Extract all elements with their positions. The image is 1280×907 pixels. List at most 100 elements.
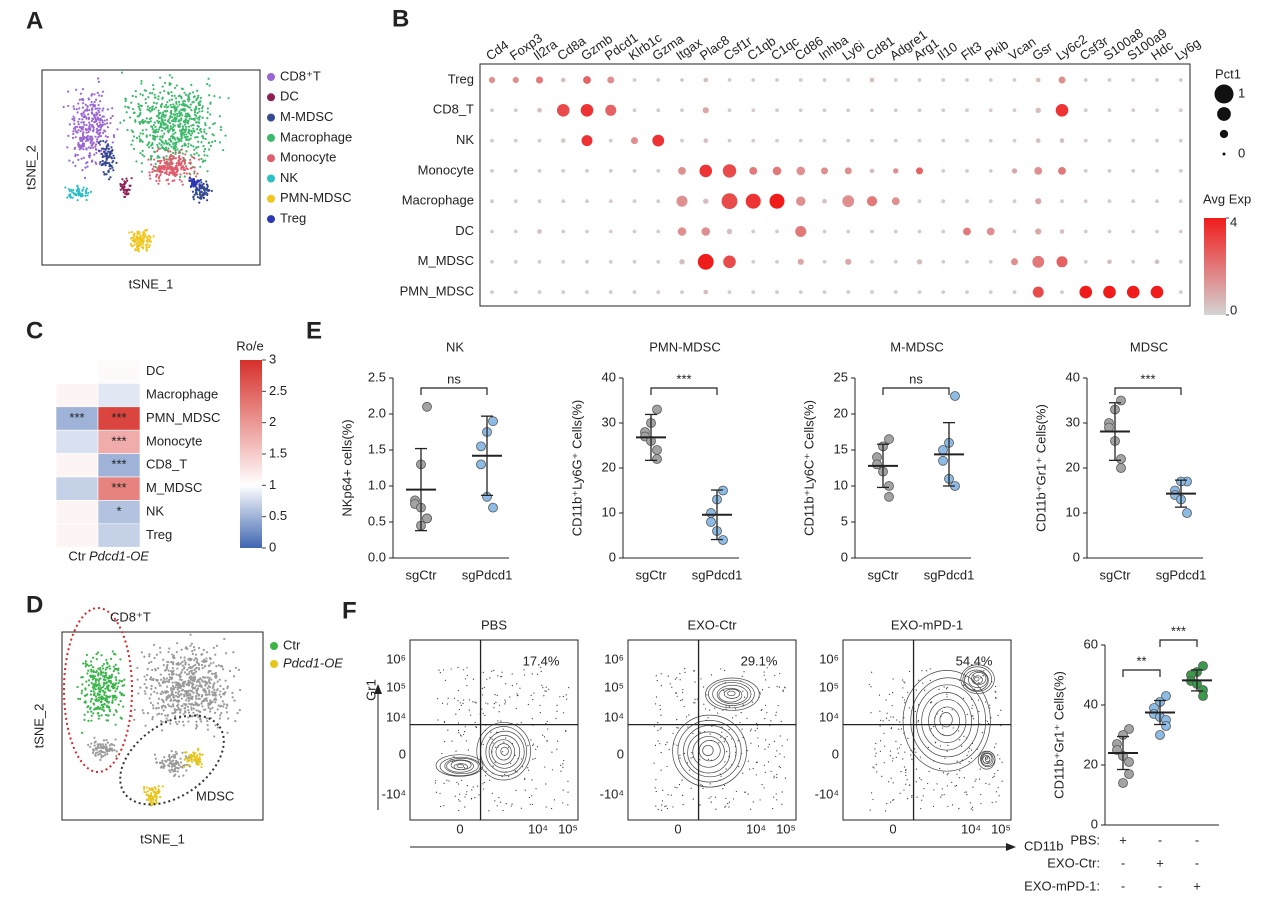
expression-dot bbox=[561, 229, 566, 234]
event-point bbox=[536, 673, 539, 675]
event-point bbox=[491, 792, 493, 795]
event-point bbox=[483, 781, 485, 784]
legend-label: Ctr bbox=[283, 637, 301, 652]
cell-point bbox=[182, 156, 185, 159]
y-tick-label: 25 bbox=[834, 369, 848, 384]
cell-point bbox=[137, 102, 140, 106]
cell-point bbox=[87, 719, 90, 722]
event-point bbox=[492, 765, 494, 767]
event-point bbox=[993, 746, 996, 748]
cell-point bbox=[223, 703, 226, 706]
event-point bbox=[524, 789, 526, 791]
legend-marker bbox=[267, 194, 275, 203]
event-point bbox=[776, 799, 778, 801]
cell-point bbox=[102, 139, 105, 143]
cell-point bbox=[166, 719, 170, 722]
cell-point bbox=[101, 121, 104, 124]
cell-point bbox=[85, 147, 88, 150]
cell-point bbox=[173, 753, 177, 756]
cell-point bbox=[201, 160, 205, 163]
cell-point bbox=[105, 152, 109, 155]
event-point bbox=[930, 727, 932, 730]
event-point bbox=[763, 787, 765, 789]
cell-point bbox=[99, 696, 102, 699]
event-point bbox=[885, 699, 887, 701]
cell-point bbox=[196, 117, 199, 120]
cell-point bbox=[166, 129, 170, 133]
cell-point bbox=[196, 760, 200, 763]
event-point bbox=[764, 771, 766, 773]
event-point bbox=[466, 674, 468, 677]
cell-point bbox=[112, 135, 116, 139]
cell-point bbox=[121, 684, 124, 687]
cell-point bbox=[118, 679, 121, 682]
expression-dot bbox=[560, 138, 566, 143]
cell-point bbox=[192, 127, 195, 130]
cell-point bbox=[177, 140, 180, 143]
expression-dot bbox=[656, 290, 661, 294]
event-point bbox=[490, 731, 492, 733]
cell-point bbox=[87, 113, 90, 116]
cell-point bbox=[165, 170, 168, 173]
cell-point bbox=[204, 693, 207, 697]
expression-dot bbox=[537, 199, 542, 204]
expression-dot bbox=[917, 229, 922, 234]
expression-dot bbox=[917, 78, 922, 82]
event-point bbox=[731, 738, 733, 740]
cell-point bbox=[147, 798, 150, 802]
panel-title: PMN-MDSC bbox=[649, 339, 721, 354]
cell-point bbox=[94, 681, 97, 684]
cell-point bbox=[91, 108, 94, 111]
contour-line bbox=[716, 684, 749, 705]
cell-point bbox=[203, 698, 206, 701]
event-point bbox=[972, 786, 974, 788]
cell-point bbox=[115, 696, 118, 699]
event-point bbox=[872, 798, 874, 801]
expression-dot bbox=[869, 77, 875, 83]
event-point bbox=[672, 806, 674, 808]
cell-point bbox=[125, 191, 128, 194]
cell-point bbox=[161, 170, 164, 173]
cell-point bbox=[135, 136, 139, 140]
expression-dot bbox=[1126, 285, 1140, 299]
cell-point bbox=[159, 796, 162, 799]
cell-point bbox=[189, 144, 193, 147]
cell-point bbox=[191, 91, 195, 94]
event-point bbox=[784, 687, 786, 689]
cell-point bbox=[164, 680, 167, 684]
event-point bbox=[966, 713, 968, 715]
cell-point bbox=[80, 121, 83, 124]
cell-point bbox=[73, 122, 76, 125]
cell-point bbox=[196, 121, 199, 124]
cell-point bbox=[205, 699, 209, 702]
event-point bbox=[676, 677, 678, 679]
cell-point bbox=[123, 186, 126, 189]
event-point bbox=[657, 808, 659, 810]
event-point bbox=[978, 710, 980, 713]
event-point bbox=[438, 669, 440, 671]
contour-line bbox=[977, 750, 996, 770]
cell-point bbox=[196, 136, 199, 139]
legend-marker bbox=[267, 154, 275, 163]
expression-dot bbox=[490, 199, 494, 204]
cell-point bbox=[191, 132, 194, 135]
event-point bbox=[495, 701, 497, 703]
x-axis-label: tSNE_1 bbox=[140, 831, 185, 846]
cell-point bbox=[141, 120, 145, 123]
cell-point bbox=[89, 137, 92, 140]
cell-point bbox=[199, 760, 202, 764]
event-point bbox=[489, 779, 491, 781]
cell-point bbox=[110, 673, 114, 676]
cell-point bbox=[192, 117, 195, 121]
cell-point bbox=[106, 143, 109, 146]
y-tick-label: 10⁵ bbox=[819, 679, 839, 694]
cell-point bbox=[174, 720, 177, 724]
event-point bbox=[496, 731, 498, 733]
cell-point bbox=[81, 88, 85, 91]
cell-point bbox=[92, 126, 95, 129]
cell-point bbox=[109, 680, 112, 683]
cell-point bbox=[199, 718, 202, 721]
event-point bbox=[902, 758, 904, 760]
event-point bbox=[891, 760, 894, 762]
cell-point bbox=[167, 182, 170, 185]
